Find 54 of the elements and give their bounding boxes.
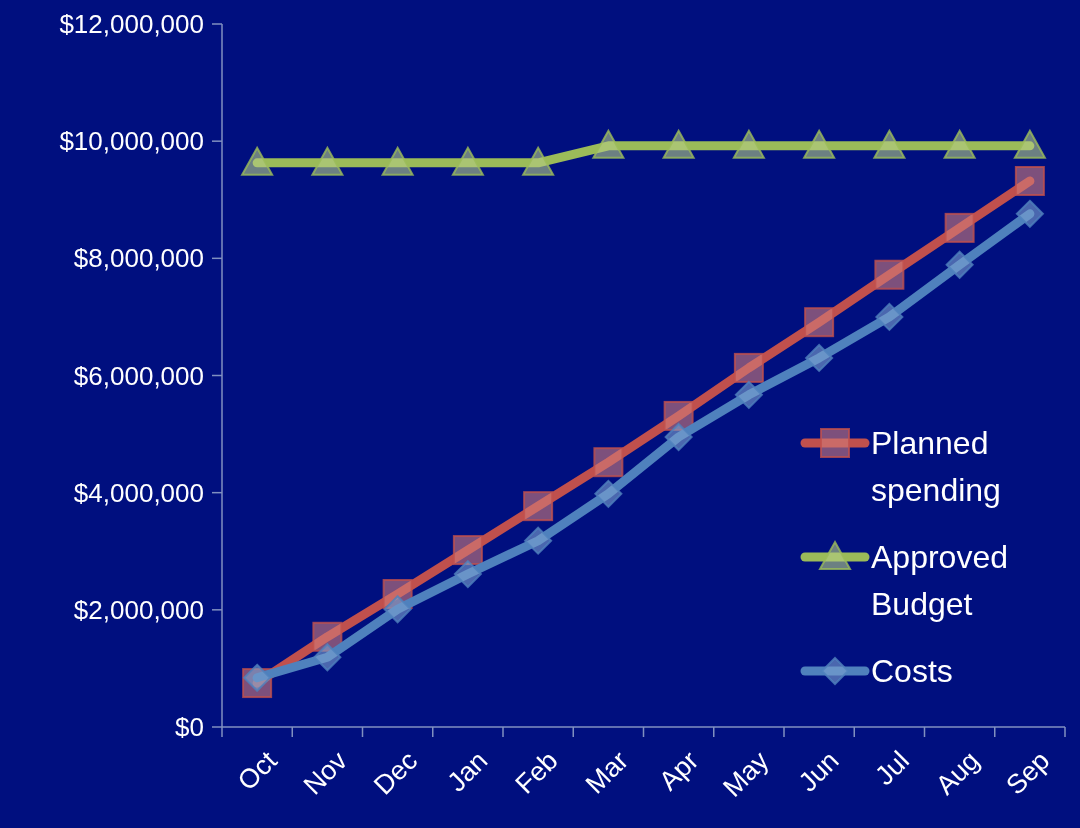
y-tick-label: $12,000,000 <box>59 9 204 40</box>
point <box>593 447 624 478</box>
legend-label: Costs <box>871 653 953 690</box>
x-tick-label: Apr <box>653 745 705 797</box>
point <box>594 479 623 508</box>
point <box>241 146 274 176</box>
point <box>522 146 555 176</box>
point <box>943 129 976 159</box>
y-tick-label: $8,000,000 <box>73 243 204 274</box>
x-tick-label: Jan <box>441 745 494 798</box>
point <box>523 491 554 522</box>
point <box>383 595 412 624</box>
point <box>734 380 763 409</box>
point <box>874 259 905 290</box>
x-tick-label: Mar <box>579 745 634 800</box>
x-tick-label: Sep <box>1000 745 1056 801</box>
y-tick-label: $6,000,000 <box>73 360 204 391</box>
point <box>381 146 414 176</box>
x-tick-label: Nov <box>297 745 354 801</box>
point <box>732 129 765 159</box>
y-tick-label: $0 <box>175 712 204 743</box>
x-tick-label: Jul <box>869 745 915 792</box>
legend-label: Approved Budget <box>871 539 1008 622</box>
x-tick-label: Jun <box>792 745 845 798</box>
x-tick-label: Dec <box>368 745 424 801</box>
x-tick-label: May <box>717 745 775 803</box>
point <box>311 146 344 176</box>
point <box>453 560 482 589</box>
point <box>592 129 625 159</box>
legend-label: Planned spending <box>871 425 1001 508</box>
point <box>243 663 272 692</box>
point <box>873 129 906 159</box>
y-tick-label: $2,000,000 <box>73 594 204 625</box>
point <box>664 423 693 452</box>
point <box>313 643 342 672</box>
point <box>1015 199 1044 228</box>
point <box>1014 166 1045 196</box>
point <box>452 535 483 566</box>
point <box>803 129 836 159</box>
point <box>805 343 834 372</box>
point <box>451 146 484 176</box>
point <box>524 526 553 555</box>
point <box>945 250 974 279</box>
point <box>1013 129 1046 159</box>
y-tick-label: $4,000,000 <box>73 477 204 508</box>
point <box>944 212 975 243</box>
x-tick-label: Feb <box>509 745 564 800</box>
point <box>804 307 835 338</box>
x-tick-label: Oct <box>231 745 284 797</box>
point <box>662 129 695 159</box>
point <box>733 352 764 383</box>
y-tick-label: $10,000,000 <box>59 126 204 157</box>
point <box>875 302 904 331</box>
x-tick-label: Aug <box>930 745 986 801</box>
